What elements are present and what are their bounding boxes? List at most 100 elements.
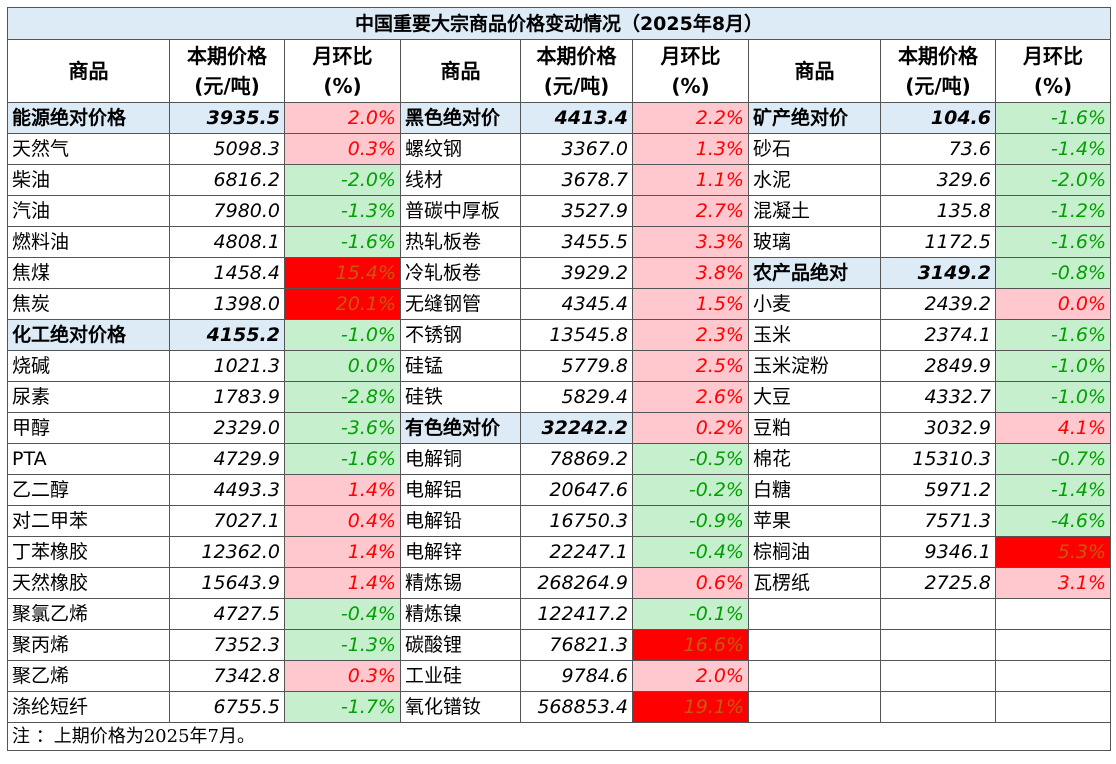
price: 13545.8	[520, 319, 633, 351]
empty-cell	[748, 629, 881, 661]
monthly-change: -2.0%	[284, 164, 401, 196]
monthly-change: 1.4%	[284, 474, 401, 506]
price: 6755.5	[169, 691, 285, 723]
commodity-name: 精炼镍	[400, 598, 521, 630]
price: 104.6	[880, 102, 996, 134]
data-row: 化工绝对价格 4155.2 -1.0% 不锈钢 13545.8 2.3% 玉米 2374.1-…	[7, 319, 1112, 351]
title-row: 中国重要大宗商品价格变动情况（2025年8月）	[6, 7, 1112, 40]
price: 4808.1	[169, 226, 285, 258]
monthly-change: 2.6%	[632, 381, 749, 413]
monthly-change: 1.4%	[284, 567, 401, 599]
monthly-change: -1.4%	[994, 133, 1112, 165]
price: 2439.2	[880, 288, 996, 320]
commodity-name: 玻璃	[748, 226, 881, 258]
data-row: 能源绝对价格 3935.5 2.0% 黑色绝对价 4413.4 2.2% 矿产绝对价 104.…	[7, 102, 1112, 134]
monthly-change: -1.3%	[284, 629, 401, 661]
monthly-change: -1.0%	[284, 319, 401, 351]
price: 5829.4	[520, 381, 633, 413]
commodity-name: 精炼锡	[400, 567, 521, 599]
price: 4332.7	[880, 381, 996, 413]
data-row: 燃料油 4808.1 -1.6% 热轧板卷 3455.5 3.3% 玻璃 1172.5 -1.6…	[7, 226, 1112, 258]
commodity-name: 农产品绝对	[748, 257, 881, 289]
monthly-change: -0.4%	[632, 536, 749, 568]
data-row: 聚氯乙烯 4727.5 -0.4% 精炼镍 122417.2 -0.1%	[7, 598, 1112, 630]
monthly-change: -1.0%	[994, 350, 1112, 382]
data-row: 对二甲苯 7027.1 0.4% 电解铅 16750.3 -0.9% 苹果 7571.3 -4.…	[7, 505, 1112, 537]
price: 4155.2	[169, 319, 285, 351]
monthly-change: 4.1%	[994, 412, 1112, 444]
price: 4729.9	[169, 443, 285, 475]
data-row: 尿素 1783.9 -2.8% 硅铁 5829.4 2.6% 大豆 4332.7 -1.0%	[7, 381, 1112, 413]
commodity-name: 螺纹钢	[400, 133, 521, 165]
monthly-change: -1.0%	[994, 381, 1112, 413]
commodity-name: 棕榈油	[748, 536, 881, 568]
commodity-name: 聚乙烯	[7, 660, 170, 692]
monthly-change: 2.2%	[632, 102, 749, 134]
commodity-name: 碳酸锂	[400, 629, 521, 661]
price: 135.8	[880, 195, 996, 227]
commodity-name: 线材	[400, 164, 521, 196]
commodity-name: 苹果	[748, 505, 881, 537]
empty-cell	[748, 598, 881, 630]
commodity-name: 电解铅	[400, 505, 521, 537]
price: 1783.9	[169, 381, 285, 413]
price: 3455.5	[520, 226, 633, 258]
commodity-name: 涤纶短纤	[7, 691, 170, 723]
empty-cell	[748, 660, 881, 692]
monthly-change: 15.4%	[284, 257, 401, 289]
price: 2849.9	[880, 350, 996, 382]
commodity-name: 能源绝对价格	[7, 102, 170, 134]
price: 3935.5	[169, 102, 285, 134]
commodity-name: 汽油	[7, 195, 170, 227]
monthly-change: 2.0%	[632, 660, 749, 692]
price: 3367.0	[520, 133, 633, 165]
monthly-change: -1.6%	[284, 443, 401, 475]
column-header: 月环比 (%)	[994, 39, 1112, 103]
price-table: 中国重要大宗商品价格变动情况（2025年8月） 商品 本期价格 (元/吨) 月环比 …	[6, 7, 1112, 751]
monthly-change: -1.3%	[284, 195, 401, 227]
price: 1398.0	[169, 288, 285, 320]
price: 73.6	[880, 133, 996, 165]
data-row: 聚乙烯 7342.8 0.3% 工业硅 9784.6 2.0%	[7, 660, 1112, 692]
monthly-change: -2.0%	[994, 164, 1112, 196]
monthly-change: -1.6%	[994, 226, 1112, 258]
commodity-name: 白糖	[748, 474, 881, 506]
commodity-name: 冷轧板卷	[400, 257, 521, 289]
monthly-change: 20.1%	[284, 288, 401, 320]
price: 3032.9	[880, 412, 996, 444]
commodity-name: 电解锌	[400, 536, 521, 568]
price: 20647.6	[520, 474, 633, 506]
monthly-change: -1.2%	[994, 195, 1112, 227]
empty-cell	[880, 598, 996, 630]
monthly-change: 0.6%	[632, 567, 749, 599]
monthly-change: 0.3%	[284, 660, 401, 692]
price: 4727.5	[169, 598, 285, 630]
price: 7027.1	[169, 505, 285, 537]
data-row: 烧碱 1021.3 0.0% 硅锰 5779.8 2.5% 玉米淀粉 2849.9 -1.0%	[7, 350, 1112, 382]
data-row: PTA 4729.9 -1.6% 电解铜 78869.2 -0.5% 棉花 15310.3 -0…	[7, 443, 1112, 475]
monthly-change: 19.1%	[632, 691, 749, 723]
price: 32242.2	[520, 412, 633, 444]
monthly-change: 5.3%	[994, 536, 1112, 568]
commodity-name: 电解铝	[400, 474, 521, 506]
price: 4345.4	[520, 288, 633, 320]
empty-cell	[994, 629, 1112, 661]
commodity-name: 普碳中厚板	[400, 195, 521, 227]
data-row: 汽油 7980.0 -1.3% 普碳中厚板 3527.9 2.7% 混凝土 135.8 -1.2…	[7, 195, 1112, 227]
commodity-name: 聚氯乙烯	[7, 598, 170, 630]
data-row: 涤纶短纤 6755.5 -1.7% 氧化镨钕 568853.4 19.1%	[7, 691, 1112, 723]
monthly-change: 0.0%	[994, 288, 1112, 320]
column-header: 商品	[748, 39, 881, 103]
commodity-name: 工业硅	[400, 660, 521, 692]
commodity-name: 尿素	[7, 381, 170, 413]
monthly-change: 0.0%	[284, 350, 401, 382]
column-header: 本期价格 (元/吨)	[169, 39, 285, 103]
monthly-change: 2.5%	[632, 350, 749, 382]
commodity-name: 玉米	[748, 319, 881, 351]
price: 122417.2	[520, 598, 633, 630]
price: 3929.2	[520, 257, 633, 289]
data-row: 天然橡胶 15643.9 1.4% 精炼锡 268264.9 0.6% 瓦楞纸 2725.8 3…	[7, 567, 1112, 599]
price: 5971.2	[880, 474, 996, 506]
data-row: 甲醇 2329.0 -3.6% 有色绝对价 32242.2 0.2% 豆粕 3032.9 4.1…	[7, 412, 1112, 444]
